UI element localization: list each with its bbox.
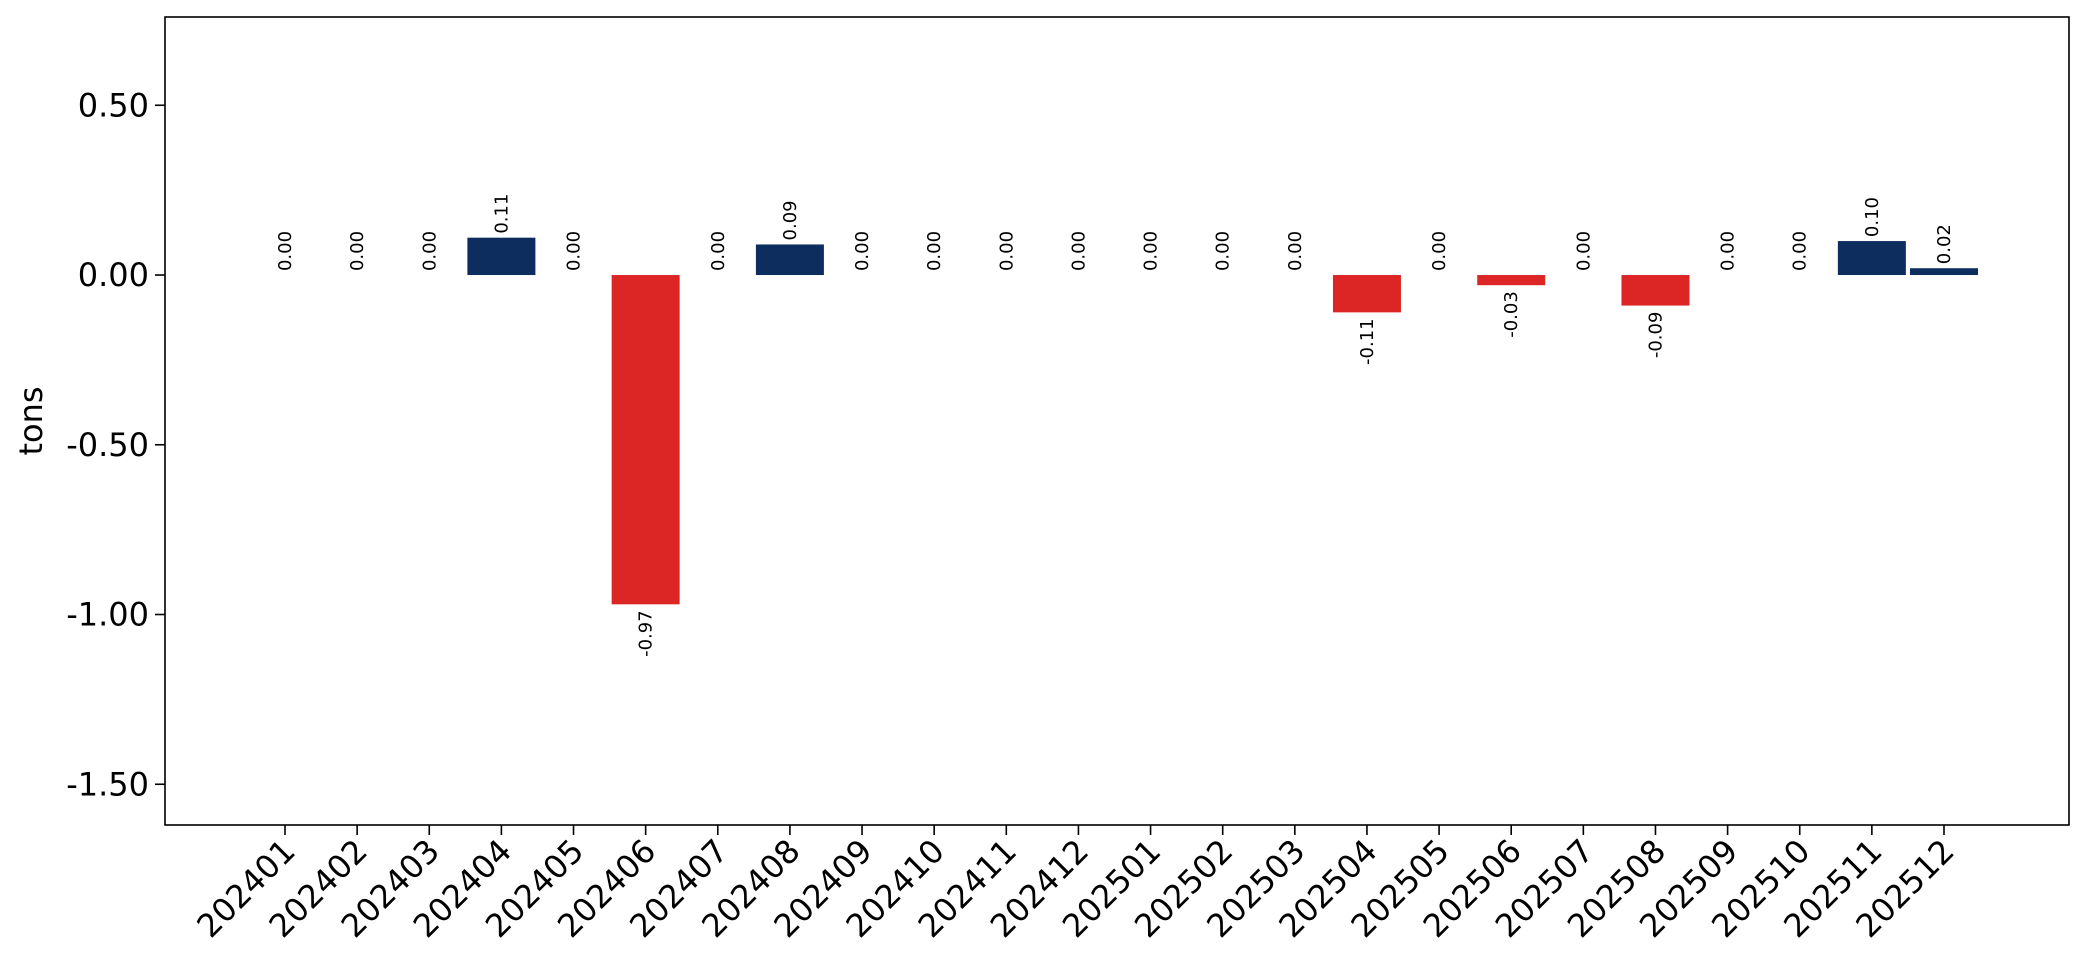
x-axis-ticks: 2024012024022024032024042024052024062024… xyxy=(189,825,1962,945)
bar-value-label: 0.00 xyxy=(1213,231,1234,271)
bar-value-label: 0.11 xyxy=(491,194,512,234)
bar-202511 xyxy=(1837,241,1906,276)
bar-value-label: 0.00 xyxy=(852,231,873,271)
y-tick-label: -1.50 xyxy=(66,765,149,803)
bar-202506 xyxy=(1477,275,1546,286)
bar-value-label: 0.00 xyxy=(564,231,585,271)
y-axis-ticks: 0.50 0.00 -0.50 -1.00 -1.50 xyxy=(66,86,165,803)
bar-value-label: 0.10 xyxy=(1862,197,1883,237)
bar-value-label: 0.00 xyxy=(419,231,440,271)
plot-background xyxy=(165,17,2069,825)
bar-value-label: 0.00 xyxy=(996,231,1017,271)
bar-value-label: 0.00 xyxy=(275,231,296,271)
bar-202512 xyxy=(1909,268,1978,276)
bar-202404 xyxy=(467,237,536,276)
y-tick-label: 0.00 xyxy=(78,256,149,294)
bar-value-label: 0.00 xyxy=(1790,231,1811,271)
bar-202508 xyxy=(1621,275,1690,306)
y-tick-label: -0.50 xyxy=(66,426,149,464)
bar-value-label: 0.02 xyxy=(1934,224,1955,264)
bar-value-label: -0.03 xyxy=(1501,291,1522,338)
bar-value-label: 0.00 xyxy=(1285,231,1306,271)
bar-value-labels: 0.00 0.00 0.00 0.11 0.00 -0.97 0.00 0.09 0.00 0.0… xyxy=(275,194,1955,657)
bar-value-label: 0.00 xyxy=(708,231,729,271)
bar-value-label: 0.00 xyxy=(1141,231,1162,271)
bar-value-label: -0.97 xyxy=(636,610,657,657)
bar-value-label: 0.00 xyxy=(347,231,368,271)
bar-202408 xyxy=(755,244,824,276)
bar-202406 xyxy=(611,275,680,605)
bar-value-label: 0.00 xyxy=(1068,231,1089,271)
y-axis-title: tons xyxy=(12,386,50,455)
bar-202504 xyxy=(1332,275,1401,313)
bar-value-label: -0.09 xyxy=(1645,312,1666,359)
bar-value-label: 0.00 xyxy=(1573,231,1594,271)
bar-value-label: -0.11 xyxy=(1357,318,1378,365)
bar-value-label: 0.09 xyxy=(780,200,801,240)
bar-value-label: 0.00 xyxy=(1718,231,1739,271)
bar-value-label: 0.00 xyxy=(924,231,945,271)
bar-value-label: 0.00 xyxy=(1429,231,1450,271)
plot-frame xyxy=(164,16,2070,826)
y-tick-label: -1.00 xyxy=(66,596,149,634)
bars-group xyxy=(467,237,1978,605)
y-tick-label: 0.50 xyxy=(78,86,149,124)
